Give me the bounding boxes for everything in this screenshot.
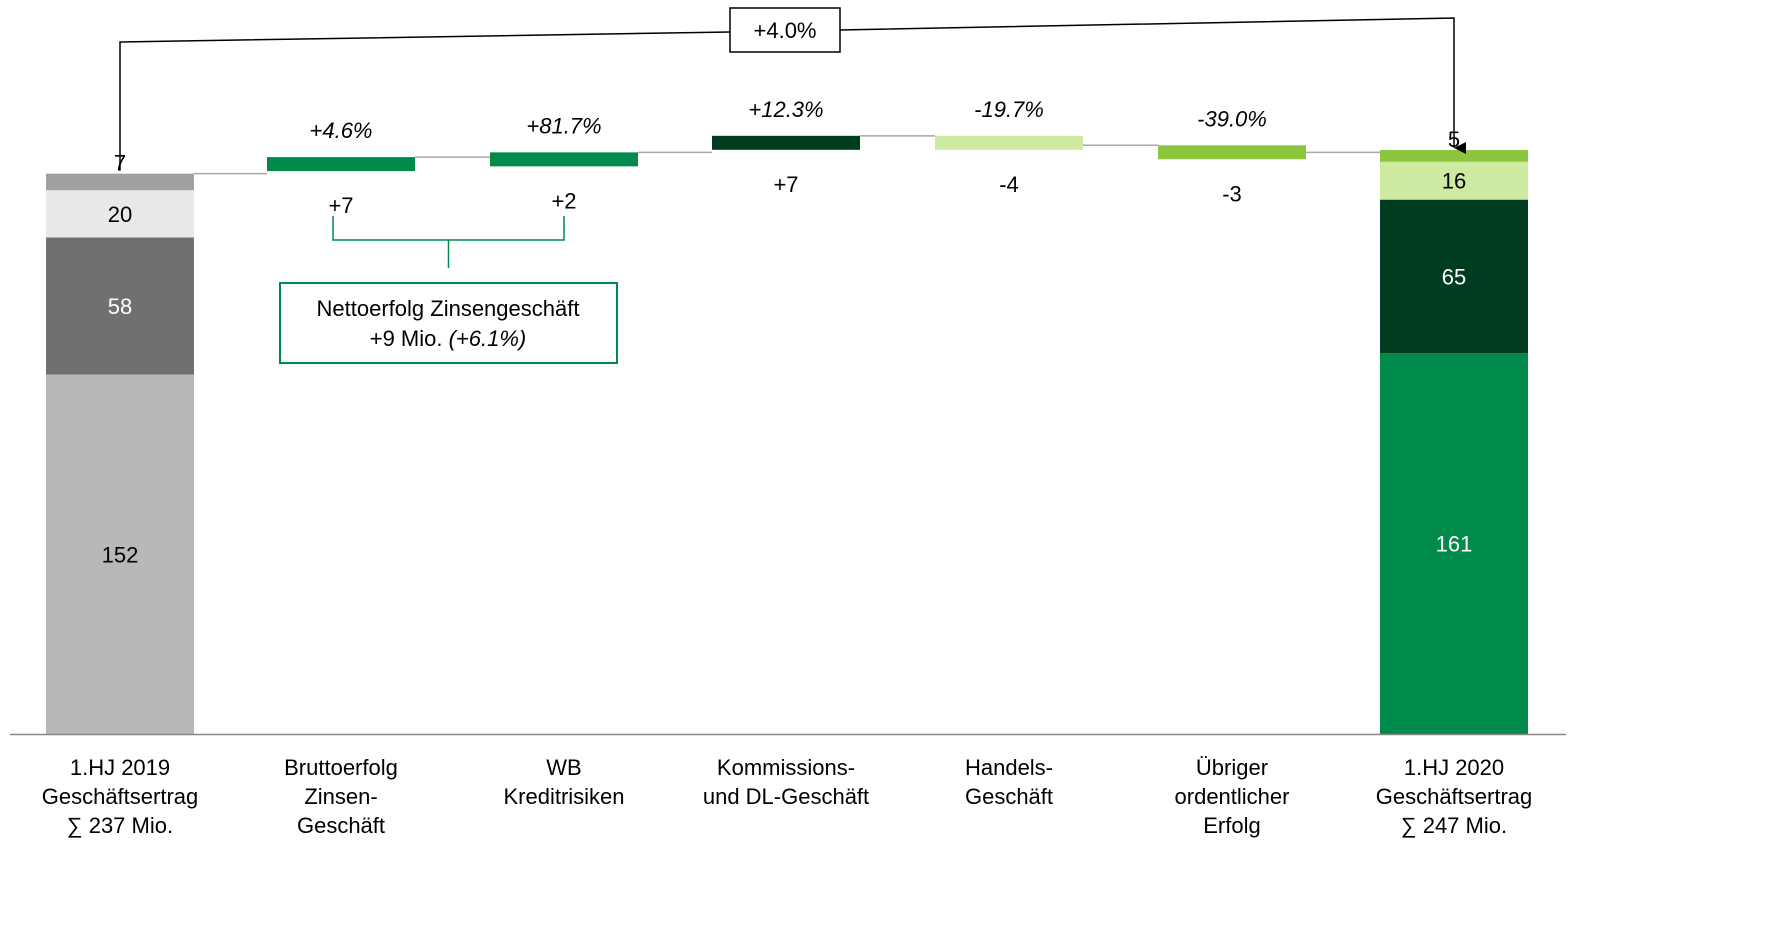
delta-value-label-1: +2 bbox=[551, 188, 576, 213]
total-change-label: +4.0% bbox=[754, 18, 817, 43]
delta-bar-0 bbox=[267, 157, 415, 172]
annotation-group: Nettoerfolg Zinsengeschäft +9 Mio. (+6.1… bbox=[279, 216, 618, 364]
x-tick-label-4-1: Geschäft bbox=[965, 784, 1053, 809]
x-tick-label-1-1: Zinsen- bbox=[304, 784, 377, 809]
annotation-bracket bbox=[332, 216, 565, 241]
end-bar-segment-3 bbox=[1380, 150, 1528, 162]
start-bar-segment-0 bbox=[46, 374, 194, 734]
start-bar-segment-label-1: 58 bbox=[108, 294, 132, 319]
end-bar-segment-2 bbox=[1380, 161, 1528, 200]
x-tick-label-1-2: Geschäft bbox=[297, 813, 385, 838]
start-bar-segment-label-0: 152 bbox=[102, 542, 139, 567]
start-bar-segment-3 bbox=[46, 173, 194, 191]
end-bar-segment-label-1: 65 bbox=[1442, 264, 1466, 289]
annotation-line2: +9 Mio. (+6.1%) bbox=[370, 326, 527, 351]
x-tick-label-4-0: Handels- bbox=[965, 755, 1053, 780]
x-tick-label-0-0: 1.HJ 2019 bbox=[70, 755, 170, 780]
delta-pct-label-0: +4.6% bbox=[310, 118, 373, 143]
delta-value-label-0: +7 bbox=[328, 193, 353, 218]
x-tick-label-2-1: Kreditrisiken bbox=[503, 784, 624, 809]
start-bar-segment-1 bbox=[46, 237, 194, 375]
end-bar-segment-1 bbox=[1380, 199, 1528, 354]
annotation-box bbox=[279, 282, 618, 364]
x-tick-label-2-0: WB bbox=[546, 755, 581, 780]
start-bar-segment-2 bbox=[46, 190, 194, 238]
x-tick-label-5-0: Übriger bbox=[1196, 755, 1268, 780]
x-tick-label-6-0: 1.HJ 2020 bbox=[1404, 755, 1504, 780]
delta-bar-1 bbox=[490, 152, 638, 167]
total-change-group: +4.0% bbox=[119, 7, 1466, 171]
x-tick-label-6-1: Geschäftsertrag bbox=[1376, 784, 1533, 809]
delta-value-label-3: -4 bbox=[999, 172, 1019, 197]
delta-pct-label-1: +81.7% bbox=[526, 113, 601, 138]
x-tick-label-3-1: und DL-Geschäft bbox=[703, 784, 869, 809]
end-bar-segment-label-0: 161 bbox=[1436, 532, 1473, 557]
labels-layer: 15258207+4.6%+7+81.7%+2+12.3%+7-19.7%-4-… bbox=[102, 97, 1473, 567]
total-change-box bbox=[729, 7, 841, 53]
annotation-line2-prefix: +9 Mio. bbox=[370, 326, 449, 351]
bars-layer bbox=[46, 135, 1528, 734]
delta-pct-label-2: +12.3% bbox=[748, 97, 823, 122]
delta-bar-2 bbox=[712, 135, 860, 150]
x-tick-label-0-2: ∑ 237 Mio. bbox=[67, 813, 173, 838]
x-tick-label-5-1: ordentlicher bbox=[1175, 784, 1290, 809]
end-bar-segment-0 bbox=[1380, 353, 1528, 734]
x-tick-label-3-0: Kommissions- bbox=[717, 755, 855, 780]
x-tick-label-6-2: ∑ 247 Mio. bbox=[1401, 813, 1507, 838]
start-bar-segment-label-2: 20 bbox=[108, 202, 132, 227]
delta-bar-4 bbox=[1158, 145, 1306, 160]
delta-pct-label-4: -39.0% bbox=[1197, 106, 1267, 131]
end-bar-segment-label-2: 16 bbox=[1442, 169, 1466, 194]
x-tick-label-1-0: Bruttoerfolg bbox=[284, 755, 398, 780]
x-tick-label-5-2: Erfolg bbox=[1203, 813, 1260, 838]
x-axis-labels: 1.HJ 2019 Geschäftsertrag ∑ 237 Mio. Brutto… bbox=[42, 755, 1533, 838]
delta-pct-label-3: -19.7% bbox=[974, 97, 1044, 122]
x-tick-label-0-1: Geschäftsertrag bbox=[42, 784, 199, 809]
delta-value-label-4: -3 bbox=[1222, 181, 1242, 206]
delta-value-label-2: +7 bbox=[773, 172, 798, 197]
annotation-line2-pct: (+6.1%) bbox=[449, 326, 527, 351]
delta-bar-3 bbox=[935, 135, 1083, 150]
annotation-line1: Nettoerfolg Zinsengeschäft bbox=[317, 296, 580, 321]
